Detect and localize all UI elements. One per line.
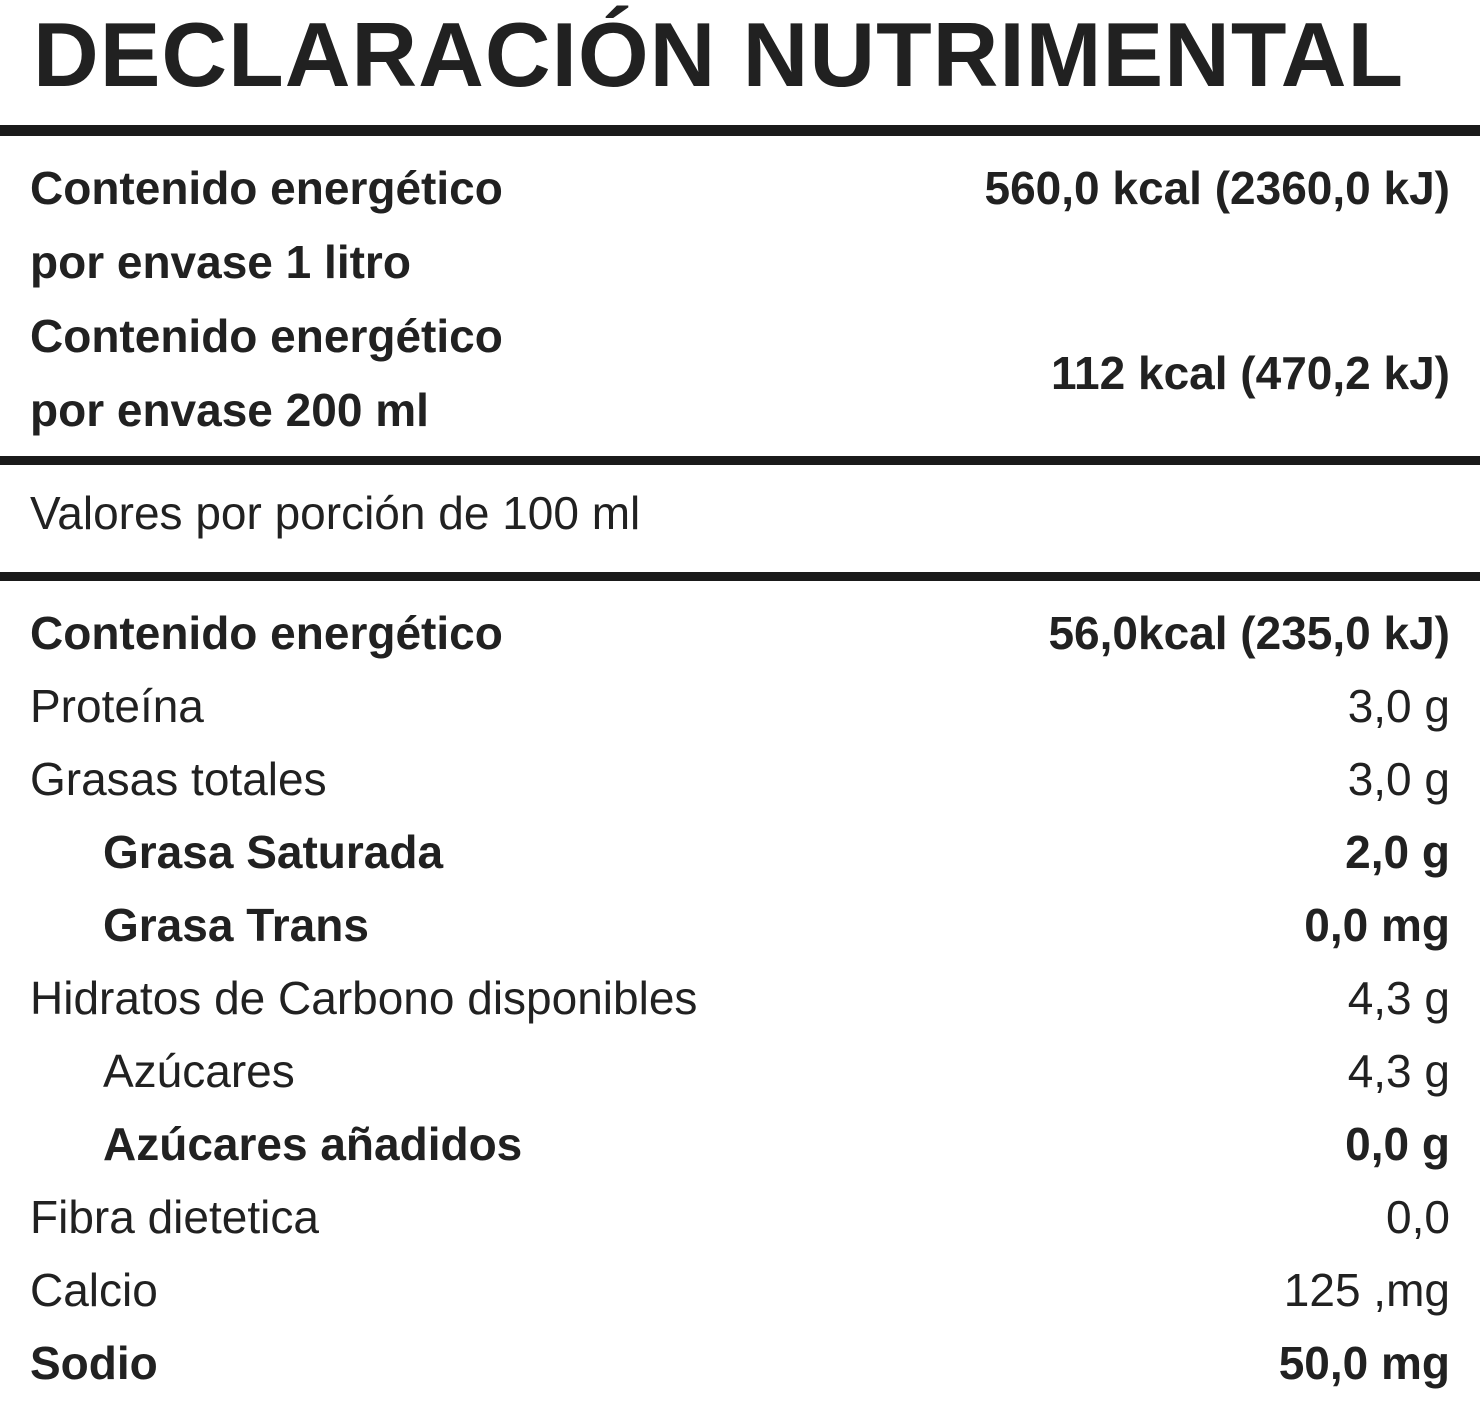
energy-summary-section: Contenido energético por envase 1 litro … (0, 151, 1480, 447)
nutrient-label: Contenido energético (30, 607, 503, 659)
energy-label-line1: Contenido energético (30, 310, 503, 362)
energy-row-per-litre: Contenido energético por envase 1 litro … (0, 151, 1480, 299)
nutrition-label: DECLARACIÓN NUTRIMENTAL Contenido energé… (0, 10, 1480, 1406)
nutrient-label: Azúcares añadidos (103, 1118, 523, 1170)
nutrient-label: Proteína (30, 680, 204, 732)
divider-middle (0, 456, 1480, 465)
nutrient-value: 4,3 g (1347, 972, 1450, 1024)
energy-label: Contenido energético por envase 1 litro (30, 151, 503, 299)
table-row: Fibra dietetica 0,0 (0, 1181, 1480, 1254)
nutrient-label: Grasa Saturada (103, 826, 444, 878)
nutrient-value: 0,0 mg (1304, 899, 1450, 951)
table-row: Sodio 50,0 mg (0, 1327, 1480, 1400)
table-row: Calcio 125 ,mg (0, 1254, 1480, 1327)
page-title: DECLARACIÓN NUTRIMENTAL (33, 5, 1405, 106)
nutrient-value: 0,0 g (1345, 1118, 1450, 1170)
energy-value: 560,0 kcal (2360,0 kJ) (984, 162, 1450, 214)
serving-note: Valores por porción de 100 ml (30, 487, 641, 539)
nutrient-value: 50,0 mg (1278, 1337, 1450, 1389)
table-row: Azúcares añadidos 0,0 g (0, 1108, 1480, 1181)
nutrient-value: 56,0kcal (235,0 kJ) (1048, 607, 1450, 659)
table-row: Grasa Saturada 2,0 g (0, 816, 1480, 889)
nutrient-value: 0,0 (1386, 1191, 1450, 1243)
nutrient-label: Azúcares (103, 1045, 295, 1097)
energy-value: 112 kcal (470,2 kJ) (1051, 347, 1450, 399)
energy-label-line1: Contenido energético (30, 162, 503, 214)
nutrient-value: 125 ,mg (1283, 1264, 1450, 1316)
energy-label-line2: por envase 200 ml (30, 384, 429, 436)
table-row: Grasa Trans 0,0 mg (0, 889, 1480, 962)
nutrient-label: Sodio (30, 1337, 158, 1389)
divider-table (0, 572, 1480, 581)
nutrient-value: 3,0 g (1347, 753, 1450, 805)
nutrient-value: 4,3 g (1347, 1045, 1450, 1097)
nutrient-label: Grasa Trans (103, 899, 369, 951)
nutrient-label: Hidratos de Carbono disponibles (30, 972, 698, 1024)
divider-top (0, 125, 1480, 136)
nutrient-label: Fibra dietetica (30, 1191, 319, 1243)
nutrient-value: 2,0 g (1345, 826, 1450, 878)
nutrient-label: Calcio (30, 1264, 158, 1316)
table-row: Grasas totales 3,0 g (0, 743, 1480, 816)
nutrient-label: Grasas totales (30, 753, 327, 805)
energy-row-per-200ml: Contenido energético por envase 200 ml 1… (0, 299, 1480, 447)
nutrition-table: Contenido energético 56,0kcal (235,0 kJ) P… (0, 597, 1480, 1400)
energy-label-line2: por envase 1 litro (30, 236, 411, 288)
table-row: Proteína 3,0 g (0, 670, 1480, 743)
nutrient-value: 3,0 g (1347, 680, 1450, 732)
energy-label: Contenido energético por envase 200 ml (30, 299, 503, 447)
table-row: Hidratos de Carbono disponibles 4,3 g (0, 962, 1480, 1035)
table-row: Contenido energético 56,0kcal (235,0 kJ) (0, 597, 1480, 670)
table-row: Azúcares 4,3 g (0, 1035, 1480, 1108)
